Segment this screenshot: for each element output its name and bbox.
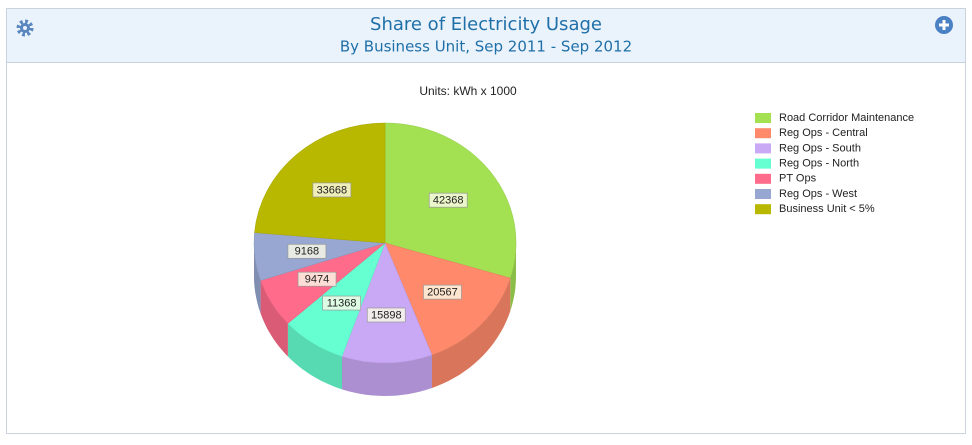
slice-side bbox=[254, 243, 261, 314]
slice-side bbox=[287, 323, 342, 390]
panel-header bbox=[7, 9, 965, 62]
legend-swatch bbox=[755, 158, 771, 169]
legend-label: PT Ops bbox=[779, 173, 817, 185]
slice-side bbox=[432, 278, 511, 388]
slice-side bbox=[510, 243, 516, 312]
legend-label: Reg Ops - South bbox=[779, 142, 861, 154]
legend-label: Road Corridor Maintenance bbox=[779, 112, 914, 124]
data-label: 9168 bbox=[295, 246, 319, 258]
data-label: 33668 bbox=[317, 184, 348, 196]
data-label-box bbox=[423, 284, 462, 300]
data-label: 20567 bbox=[427, 287, 458, 299]
legend-label: Reg Ops - North bbox=[779, 158, 859, 170]
slice-side bbox=[342, 355, 432, 396]
chart-title: Share of Electricity Usage bbox=[370, 14, 602, 35]
legend-swatch bbox=[755, 113, 771, 123]
legend-swatch bbox=[755, 189, 771, 199]
data-label-box bbox=[297, 271, 337, 287]
data-label: 42368 bbox=[433, 195, 464, 207]
add-icon[interactable] bbox=[935, 16, 953, 34]
slice-side bbox=[260, 280, 288, 357]
slice bbox=[341, 242, 433, 364]
data-label-box bbox=[366, 307, 406, 323]
legend-swatch bbox=[755, 143, 771, 154]
data-label-box bbox=[428, 192, 468, 208]
legend-label: Reg Ops - West bbox=[779, 188, 857, 200]
settings-icon[interactable] bbox=[16, 19, 34, 37]
legend-swatch bbox=[755, 173, 771, 184]
data-label-box bbox=[312, 182, 352, 198]
data-label: 9474 bbox=[305, 274, 329, 286]
legend-swatch bbox=[755, 204, 771, 215]
data-label-box bbox=[322, 295, 361, 311]
chart-subtitle: By Business Unit, Sep 2011 - Sep 2012 bbox=[340, 38, 632, 56]
legend-swatch bbox=[755, 128, 771, 139]
legend-label: Reg Ops - Central bbox=[779, 127, 868, 139]
data-label: 15898 bbox=[371, 309, 402, 321]
data-label-box bbox=[287, 243, 327, 259]
legend-label: Business Unit < 5% bbox=[779, 203, 875, 215]
data-label: 11368 bbox=[327, 297, 357, 309]
units-label: Units: kWh x 1000 bbox=[419, 84, 517, 98]
